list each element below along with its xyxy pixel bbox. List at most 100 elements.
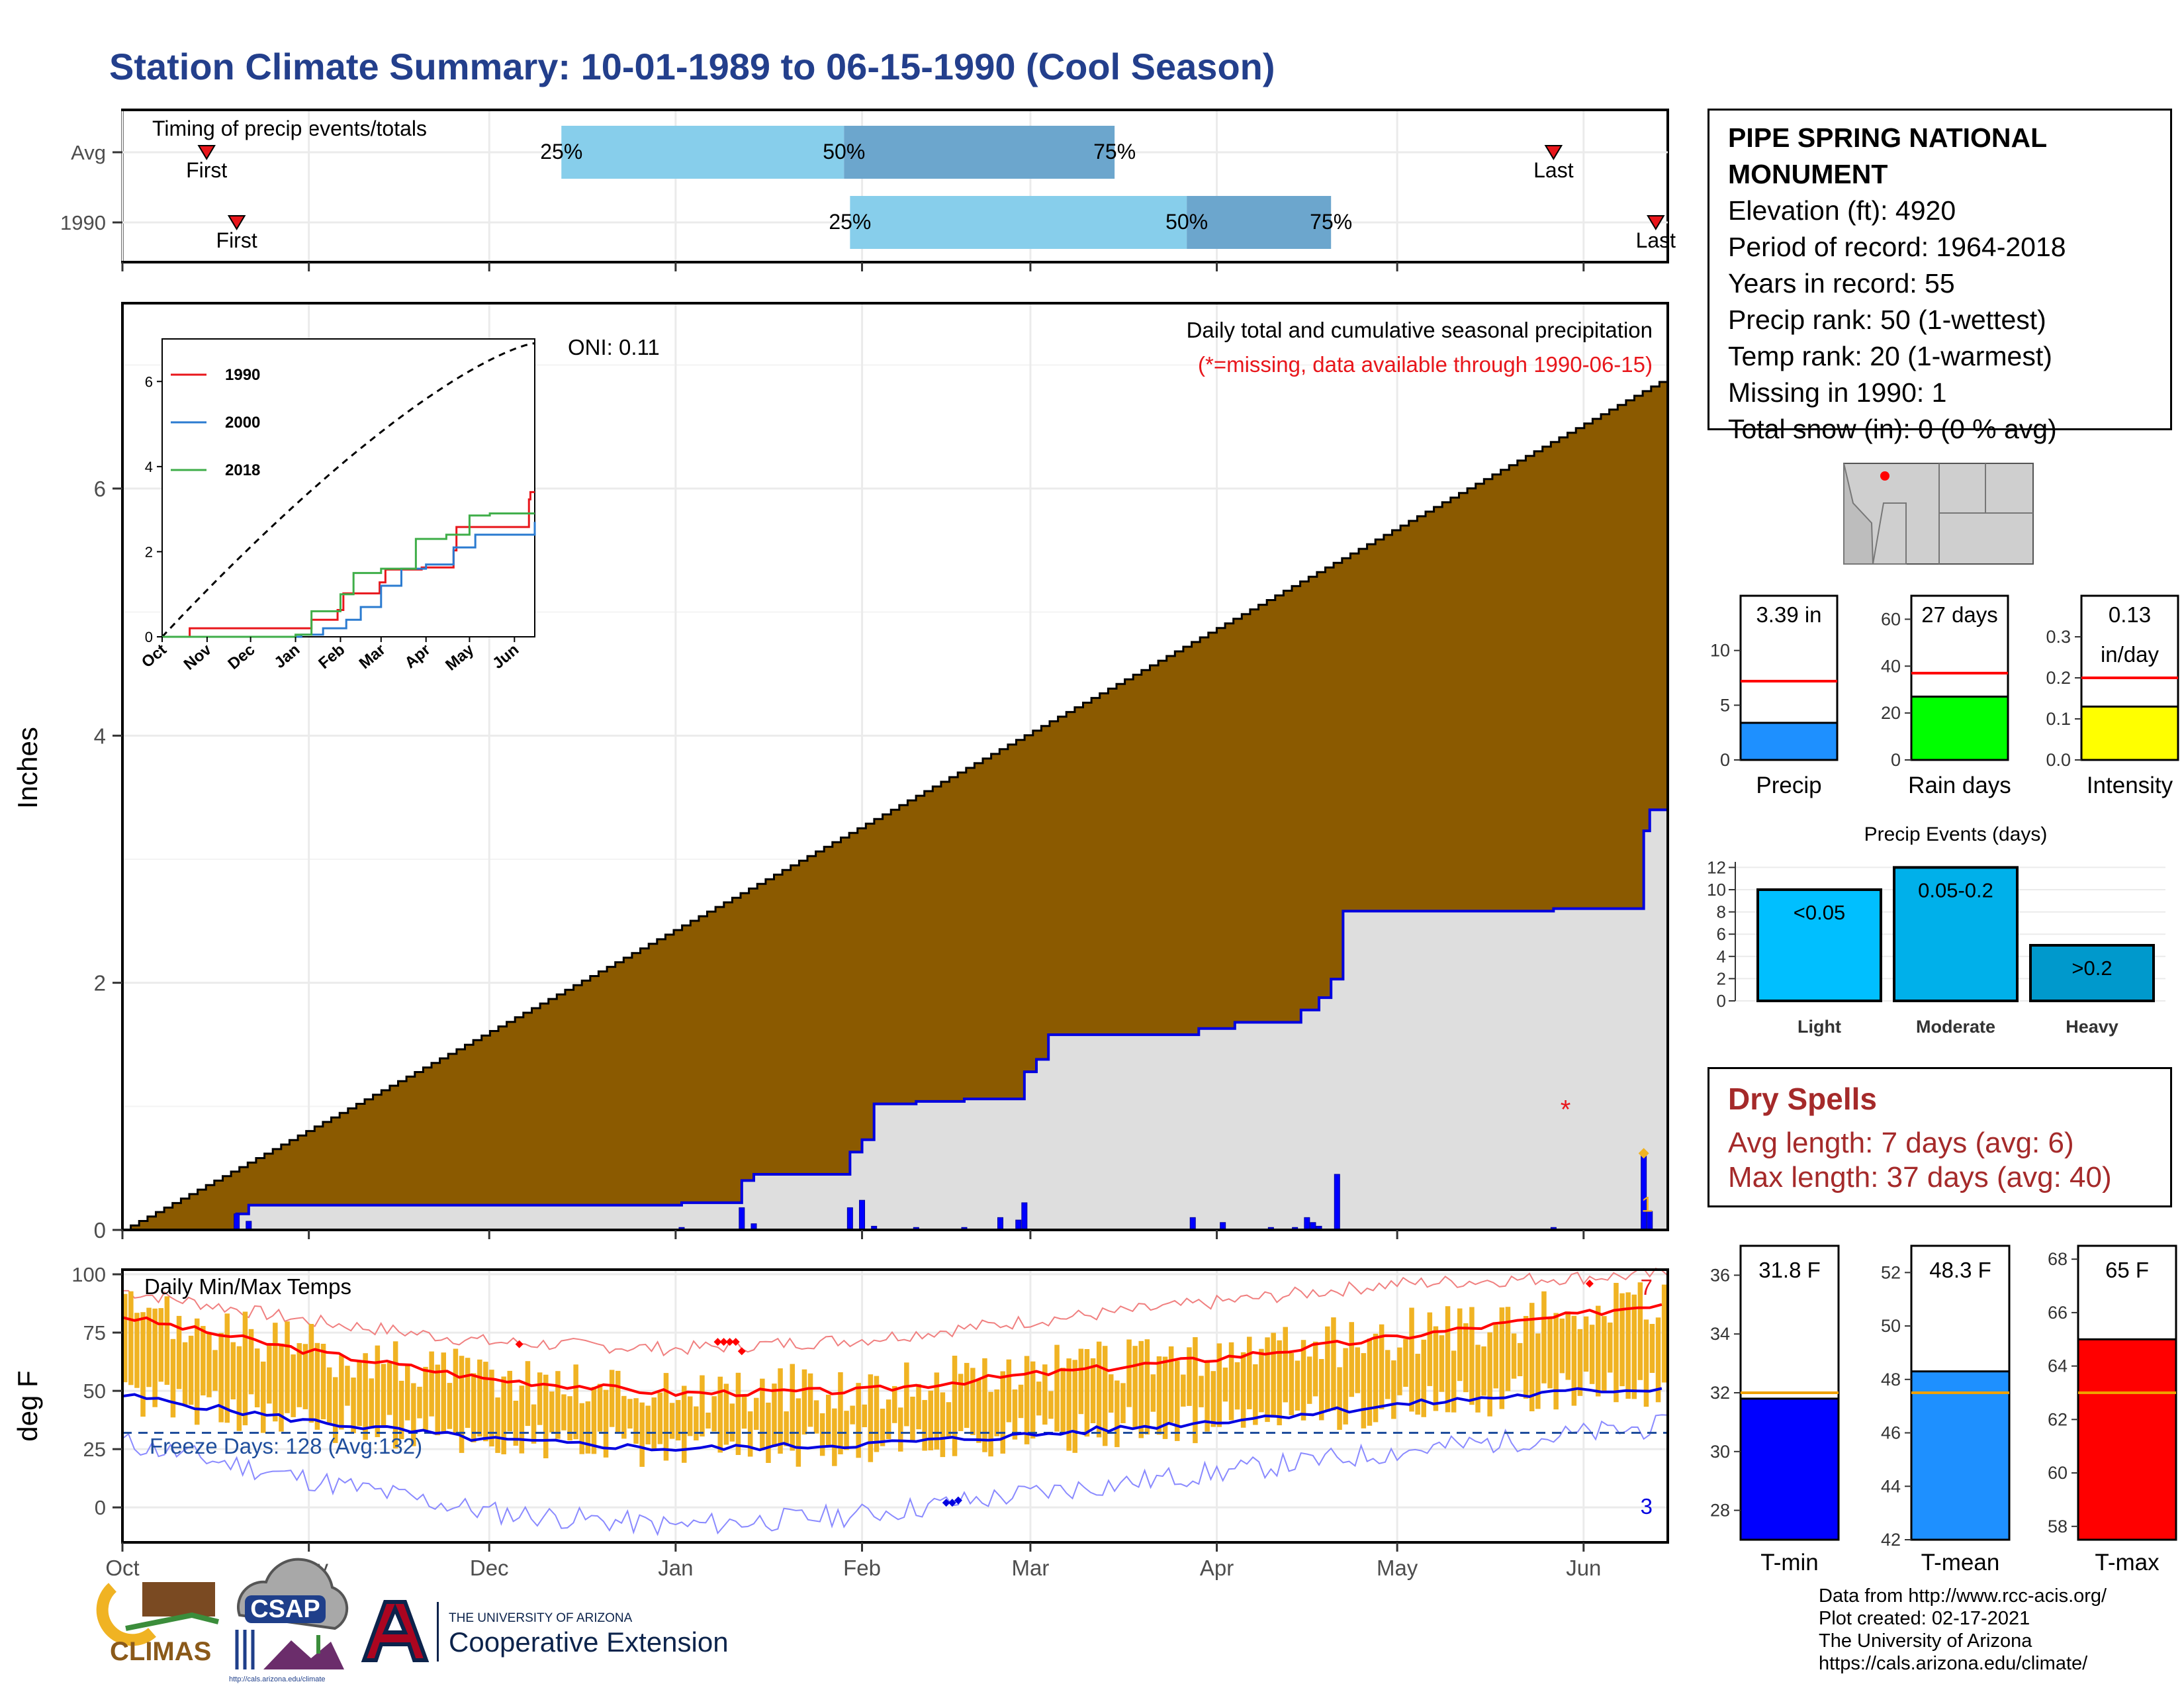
dry-spells-box: Dry Spells Avg length: 7 days (avg: 6) M… xyxy=(1707,1067,2172,1207)
temp-panel: Daily Min/Max Temps Freeze Days: 128 (Av… xyxy=(12,1263,1669,1580)
daily-temp-bar xyxy=(567,1396,572,1441)
station-name-line1: PIPE SPRING NATIONAL xyxy=(1728,122,2048,153)
daily-temp-bar xyxy=(1577,1329,1583,1396)
daily-temp-bar xyxy=(922,1399,927,1451)
record-low-count: 3 xyxy=(1641,1494,1653,1519)
daily-temp-bar xyxy=(982,1358,987,1452)
timing-panel: Timing of precip events/totals 25% 50% 75%… xyxy=(60,109,1676,271)
daily-temp-bar xyxy=(1048,1391,1054,1419)
temp-y-tick: 100 xyxy=(71,1263,106,1286)
daily-temp-bar xyxy=(1168,1346,1174,1423)
daily-temp-bar xyxy=(279,1343,284,1432)
timing-pct-label: 75% xyxy=(1310,210,1352,234)
summary-bar-tick: 0.1 xyxy=(2046,709,2071,729)
summary-bar-tick: 10 xyxy=(1710,641,1730,661)
daily-temp-bar xyxy=(1343,1348,1348,1425)
daily-temp-bar xyxy=(1493,1325,1498,1389)
daily-temp-bar xyxy=(1090,1358,1096,1423)
daily-temp-bar xyxy=(1096,1341,1102,1438)
temp-x-tick: Dec xyxy=(470,1556,509,1580)
temp-x-tick: Oct xyxy=(105,1556,139,1580)
summary-bar-intensity xyxy=(2080,705,2179,761)
daily-precip-bar xyxy=(859,1199,866,1231)
temp-bar-tick: 42 xyxy=(1881,1530,1901,1550)
daily-temp-bar xyxy=(423,1366,428,1431)
daily-temp-bar xyxy=(892,1385,897,1423)
temp-bar-tick: 58 xyxy=(2048,1517,2068,1536)
event-bar-value: <0.05 xyxy=(1794,901,1845,924)
precip-frame xyxy=(121,302,1669,1231)
timing-bar-upper xyxy=(844,126,1115,179)
daily-temp-bar xyxy=(411,1383,416,1446)
record-high-marker xyxy=(725,1338,734,1346)
daily-temp-bar xyxy=(970,1368,976,1435)
temp-bar-tick: 68 xyxy=(2048,1249,2068,1269)
record-high-marker xyxy=(713,1338,722,1346)
temp-y-tick: 25 xyxy=(83,1438,106,1461)
station-period: Period of record: 1964-2018 xyxy=(1728,232,2066,262)
daily-temp-bar xyxy=(531,1404,537,1444)
daily-temp-bar xyxy=(291,1354,296,1417)
timing-label: Timing of precip events/totals xyxy=(152,117,427,140)
daily-temp-bar xyxy=(1120,1383,1126,1423)
daily-temp-bar xyxy=(573,1364,578,1440)
daily-temp-bar xyxy=(682,1385,687,1463)
daily-temp-bar xyxy=(1487,1332,1492,1417)
daily-temp-bar xyxy=(242,1311,248,1426)
daily-temp-bar xyxy=(1078,1348,1084,1415)
daily-temp-bar xyxy=(201,1326,206,1395)
daily-temp-bar xyxy=(1084,1349,1090,1437)
temp-x-tick: Feb xyxy=(843,1556,881,1580)
source-line-1: Data from http://www.rcc-acis.org/ xyxy=(1819,1585,2107,1607)
daily-temp-bar xyxy=(705,1413,711,1429)
daily-temp-bar xyxy=(1571,1315,1577,1406)
temp-bar-tick: 50 xyxy=(1881,1316,1901,1336)
daily-temp-bar xyxy=(158,1308,163,1382)
daily-temp-bar xyxy=(669,1403,675,1439)
temp-bar-tick: 64 xyxy=(2048,1356,2068,1376)
temp-y-tick: 0 xyxy=(95,1496,106,1519)
last-event-marker xyxy=(1647,215,1665,230)
daily-temp-bar xyxy=(525,1361,531,1427)
daily-temp-bar xyxy=(1072,1360,1077,1453)
temp-bar-tick: 66 xyxy=(2048,1303,2068,1323)
temp-bar-t-max xyxy=(2077,1338,2177,1541)
daily-temp-bar xyxy=(958,1374,964,1431)
daily-temp-bar xyxy=(723,1383,729,1445)
daily-temp-bar xyxy=(760,1378,765,1450)
daily-temp-bar xyxy=(1054,1344,1060,1432)
daily-temp-bar xyxy=(435,1364,440,1436)
dry-spells-avg: Avg length: 7 days (avg: 6) xyxy=(1728,1127,2074,1159)
daily-temp-bar xyxy=(236,1346,242,1431)
daily-temp-bar xyxy=(1222,1367,1228,1402)
station-missing: Missing in 1990: 1 xyxy=(1728,377,1947,408)
daily-temp-bar xyxy=(645,1405,651,1444)
temp-x-tick: Apr xyxy=(1200,1556,1234,1580)
record-low-marker xyxy=(948,1499,956,1507)
event-bar-moderate xyxy=(1893,866,2019,1003)
daily-temp-bar xyxy=(1228,1342,1234,1421)
daily-precip-bar xyxy=(997,1217,1003,1231)
precip-ylabel: Inches xyxy=(12,727,43,809)
daily-temp-bar xyxy=(838,1372,843,1454)
timing-row-label: Avg xyxy=(71,141,106,164)
daily-temp-bar xyxy=(1391,1360,1396,1419)
inset-y-tick: 0 xyxy=(145,629,153,645)
daily-temp-bar xyxy=(1115,1380,1120,1448)
daily-temp-bar xyxy=(772,1383,777,1448)
csap-logo: CSAP http://cals.arizona.edu/climate xyxy=(229,1558,349,1683)
daily-temp-bar xyxy=(627,1399,633,1429)
daily-temp-bar xyxy=(868,1374,874,1462)
observed-cumulative-line xyxy=(122,808,1668,1231)
daily-temp-bar xyxy=(1187,1347,1192,1406)
temp-bar-tick: 62 xyxy=(2048,1409,2068,1429)
location-map xyxy=(1843,463,2034,565)
daily-temp-bar xyxy=(1103,1346,1108,1446)
summary-bar-rain-days xyxy=(1910,695,2009,761)
daily-temp-bar xyxy=(1030,1361,1036,1439)
daily-precip-bar xyxy=(1304,1217,1310,1231)
daily-temp-bar xyxy=(1210,1371,1216,1427)
daily-temp-bar xyxy=(952,1356,958,1456)
daily-temp-bar xyxy=(1433,1326,1439,1411)
